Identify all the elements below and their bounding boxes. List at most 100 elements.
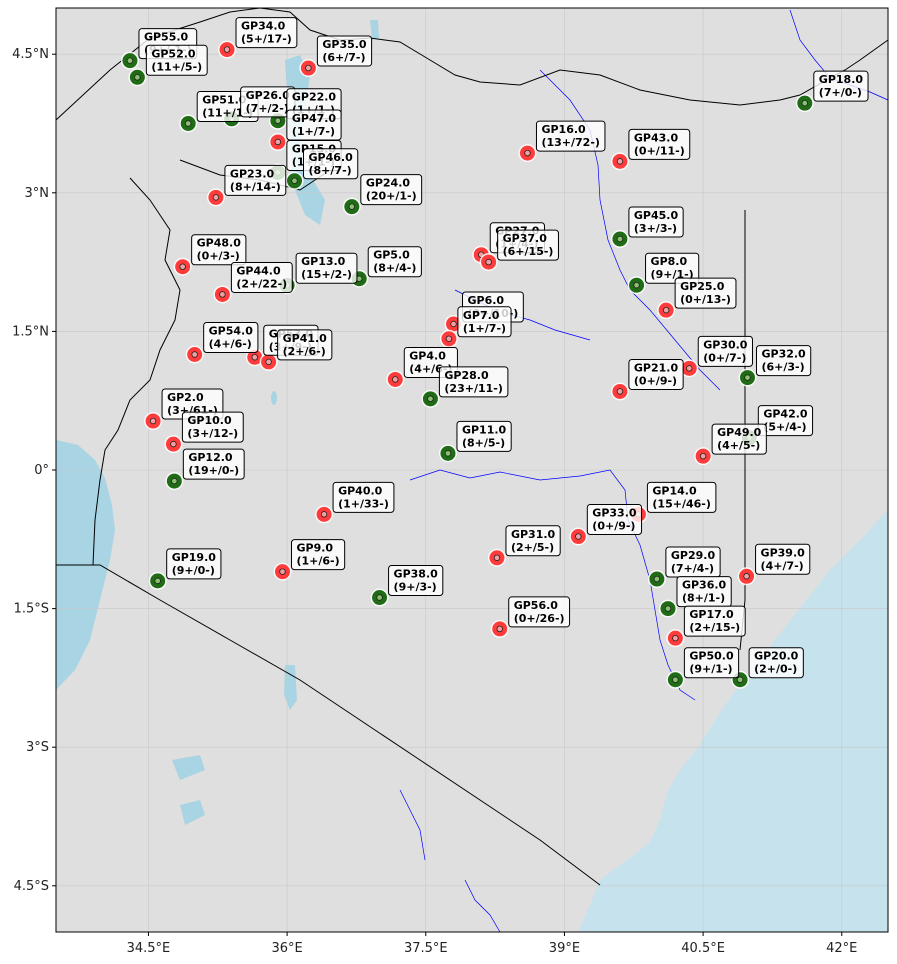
point-marker[interactable]: [259, 352, 278, 371]
label-name: GP22.0: [292, 91, 337, 104]
point-marker[interactable]: [245, 348, 264, 367]
point-marker[interactable]: [179, 114, 198, 133]
point-marker[interactable]: [421, 389, 440, 408]
point-label: GP12.0(19+/0-): [182, 448, 245, 480]
marker-core: [686, 365, 693, 372]
label-box: [290, 539, 346, 571]
marker-core: [179, 263, 186, 270]
point-marker[interactable]: [386, 370, 405, 389]
label-box: [191, 234, 247, 266]
point-label: GP46.0(8+/7-): [303, 148, 359, 180]
label-name: GP2.0: [167, 391, 204, 404]
point-marker[interactable]: [479, 253, 498, 272]
point-marker[interactable]: [658, 599, 677, 618]
label-name: GP21.0: [634, 361, 679, 374]
label-name: GP8.0: [651, 255, 688, 268]
label-counts: (4+/5-): [717, 439, 760, 452]
point-marker[interactable]: [342, 197, 361, 216]
label-name: GP5.0: [373, 249, 410, 262]
y-tick-label: 1.5°S: [14, 602, 49, 617]
point-marker[interactable]: [213, 285, 232, 304]
somalia-border: [739, 210, 746, 651]
point-marker[interactable]: [439, 329, 458, 348]
label-counts: (11+/5-): [151, 60, 202, 73]
label-name: GP29.0: [671, 549, 716, 562]
map-area[interactable]: GP55.0(9+/-1-)GP52.0(11+/5-)GP34.0(5+/17…: [55, 7, 889, 933]
kenya-border: [55, 7, 889, 121]
point-marker[interactable]: [610, 230, 629, 248]
uganda-border: [92, 177, 181, 566]
label-counts: (0+/7-): [703, 351, 746, 364]
point-marker[interactable]: [487, 548, 506, 567]
point-marker[interactable]: [218, 40, 237, 59]
label-name: GP40.0: [338, 484, 383, 497]
point-marker[interactable]: [795, 94, 814, 113]
point-marker[interactable]: [610, 382, 629, 401]
point-label: GP38.0(9+/3-): [388, 565, 444, 597]
point-marker[interactable]: [518, 144, 537, 163]
point-marker[interactable]: [438, 444, 457, 463]
point-marker[interactable]: [737, 567, 756, 586]
point-marker[interactable]: [694, 447, 713, 466]
point-marker[interactable]: [165, 472, 184, 491]
point-label: GP25.0(0+/13-): [674, 277, 737, 309]
point-marker[interactable]: [206, 188, 225, 207]
x-tick-label: 42°E: [826, 941, 857, 956]
point-marker[interactable]: [315, 505, 334, 524]
marker-core: [575, 533, 582, 540]
label-box: [683, 647, 740, 679]
label-box: [628, 358, 684, 390]
marker-core: [662, 306, 670, 314]
point-label: GP21.0(0+/9-): [628, 358, 684, 390]
point-marker[interactable]: [185, 345, 204, 364]
point-marker[interactable]: [657, 301, 676, 320]
point-marker[interactable]: [144, 412, 163, 431]
label-name: GP13.0: [301, 255, 346, 268]
point-marker[interactable]: [164, 435, 183, 454]
label-name: GP10.0: [187, 414, 232, 427]
label-counts: (7+/2-): [246, 102, 289, 115]
point-marker[interactable]: [285, 171, 304, 190]
label-counts: (1+/7-): [292, 125, 335, 138]
point-label: GP30.0(0+/7-): [697, 335, 753, 367]
point-label: GP52.0(11+/5-): [145, 44, 208, 76]
x-tick-label: 39°E: [549, 941, 580, 956]
point-label: GP41.0(2+/6-): [277, 329, 333, 361]
point-label: GP34.0(5+/17-): [235, 17, 298, 49]
y-tick-label: 1.5°N: [12, 324, 49, 339]
label-name: GP36.0: [682, 579, 727, 592]
label-box: [586, 504, 643, 536]
point-label: GP29.0(7+/4-): [665, 546, 721, 578]
point-label: GP48.0(0+/3-): [191, 234, 247, 266]
label-box: [697, 335, 753, 367]
label-counts: (0+/9-): [592, 520, 635, 533]
label-name: GP14.0: [652, 484, 697, 497]
point-marker[interactable]: [273, 562, 292, 581]
label-name: GP42.0: [763, 408, 808, 421]
point-label: GP35.0(6+/7-): [316, 35, 373, 67]
label-box: [303, 148, 359, 180]
point-marker[interactable]: [627, 276, 646, 295]
marker-core: [219, 291, 226, 298]
label-box: [230, 261, 293, 293]
point-marker[interactable]: [128, 68, 147, 87]
point-marker[interactable]: [120, 51, 139, 70]
point-marker[interactable]: [666, 629, 685, 648]
point-marker[interactable]: [268, 132, 287, 151]
label-name: GP37.0: [503, 232, 548, 245]
point-marker[interactable]: [647, 570, 666, 589]
point-marker[interactable]: [370, 588, 389, 607]
point-marker[interactable]: [680, 359, 699, 378]
point-marker[interactable]: [569, 527, 588, 546]
point-marker[interactable]: [299, 59, 318, 78]
point-marker[interactable]: [610, 152, 629, 171]
point-marker[interactable]: [666, 670, 685, 689]
label-box: [360, 174, 423, 206]
lake-chew-bahir: [370, 20, 379, 40]
label-box: [438, 366, 509, 398]
point-marker[interactable]: [148, 571, 167, 590]
point-marker[interactable]: [173, 257, 192, 276]
point-marker[interactable]: [738, 368, 757, 387]
point-marker[interactable]: [490, 619, 509, 638]
point-label: GP14.0(15+/46-): [646, 481, 717, 513]
